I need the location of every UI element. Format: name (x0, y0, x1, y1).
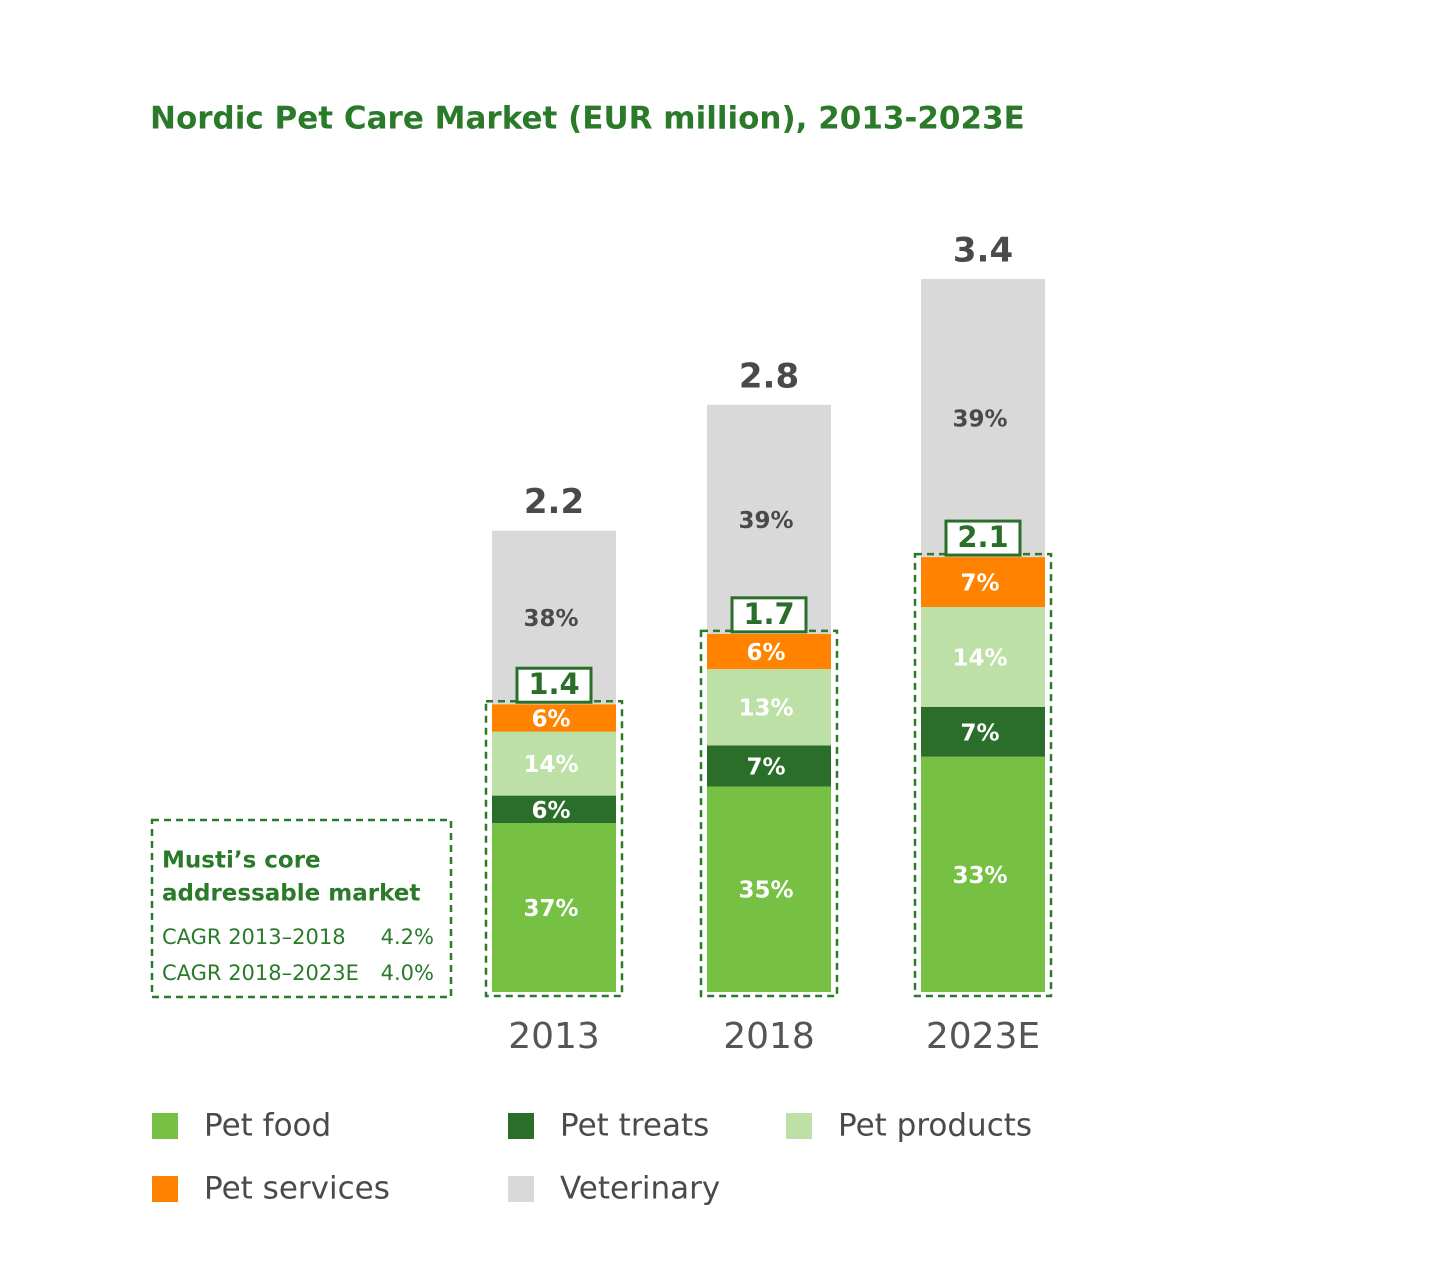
cagr-value: 4.2% (381, 925, 434, 949)
value-label: 13% (738, 696, 793, 722)
bar-segment (921, 756, 1045, 992)
value-label: 14% (523, 752, 578, 778)
legend-label: Pet products (838, 1108, 1032, 1144)
value-label: 33% (952, 863, 1007, 889)
x-tick-label: 2018 (723, 1016, 815, 1057)
bar-segment (707, 745, 831, 787)
core-total-box (730, 596, 808, 634)
value-label: 14% (952, 645, 1007, 671)
value-label: 37% (523, 896, 578, 922)
x-tick-label: 2023E (926, 1016, 1040, 1057)
core-total-label: 1.4 (528, 667, 579, 701)
legend-label: Veterinary (560, 1171, 720, 1207)
core-total-label: 1.7 (743, 597, 794, 631)
x-tick-label: 2013 (508, 1016, 600, 1057)
annotation-title: Musti’s core (162, 848, 321, 874)
bar-segment (707, 633, 831, 670)
legend-swatch (152, 1176, 178, 1202)
value-label: 7% (960, 571, 999, 597)
core-total-label: 2.1 (957, 520, 1008, 554)
bar-segment (492, 731, 616, 796)
legend-swatch (508, 1176, 534, 1202)
bar-segment (921, 706, 1045, 757)
cagr-label: CAGR 2018–2023E (162, 961, 359, 985)
bar-segment (707, 669, 831, 746)
value-label: 39% (952, 407, 1007, 433)
bar-segment (492, 795, 616, 823)
total-label: 3.4 (953, 231, 1013, 271)
legend-swatch (786, 1113, 812, 1139)
value-label: 7% (746, 754, 785, 780)
legend-swatch (152, 1113, 178, 1139)
bar-segment (492, 822, 616, 992)
annotation-title: addressable market (162, 881, 420, 907)
cagr-value: 4.0% (381, 961, 434, 985)
value-label: 6% (531, 706, 570, 732)
bar-segment (707, 786, 831, 992)
value-label: 39% (738, 508, 793, 534)
bar-segment (707, 404, 831, 634)
core-total-box (515, 666, 593, 704)
chart-title: Nordic Pet Care Market (EUR million), 20… (150, 101, 1025, 137)
total-label: 2.8 (739, 356, 799, 396)
legend-label: Pet treats (560, 1108, 709, 1144)
value-label: 6% (746, 640, 785, 666)
legend-label: Pet services (204, 1171, 390, 1207)
bar-segment (492, 704, 616, 732)
value-label: 6% (531, 798, 570, 824)
legend-swatch (508, 1113, 534, 1139)
total-label: 2.2 (524, 482, 584, 522)
bar-segment (921, 606, 1045, 707)
bar-segment (921, 279, 1045, 558)
value-label: 38% (523, 606, 578, 632)
bar-segment (921, 557, 1045, 607)
core-outline (699, 629, 839, 998)
core-outline (484, 699, 624, 998)
cagr-label: CAGR 2013–2018 (162, 925, 346, 949)
legend-label: Pet food (204, 1108, 331, 1144)
core-total-box (944, 519, 1022, 557)
value-label: 35% (738, 878, 793, 904)
annotation-box (150, 818, 453, 999)
value-label: 7% (960, 720, 999, 746)
